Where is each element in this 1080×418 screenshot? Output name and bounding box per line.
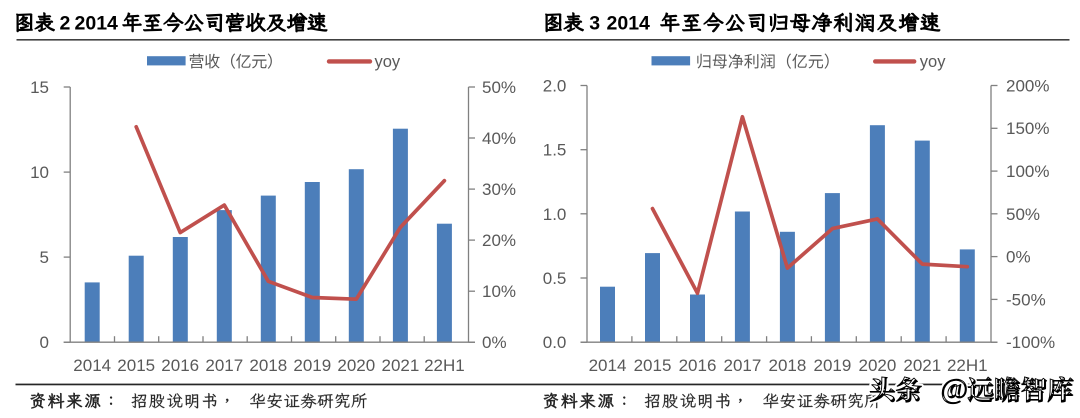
- svg-text:2016: 2016: [161, 356, 199, 375]
- svg-text:2014: 2014: [75, 13, 119, 35]
- svg-text:150%: 150%: [1006, 119, 1049, 138]
- svg-text:1.0: 1.0: [543, 205, 567, 224]
- svg-text:2.0: 2.0: [543, 76, 567, 95]
- svg-text:2014: 2014: [607, 13, 651, 35]
- svg-text:3: 3: [589, 13, 600, 35]
- svg-text:2020: 2020: [858, 356, 896, 375]
- svg-text:2015: 2015: [117, 356, 155, 375]
- svg-text:0%: 0%: [1006, 248, 1031, 267]
- svg-text:0: 0: [40, 333, 49, 352]
- svg-text:22H1: 22H1: [947, 356, 988, 375]
- svg-text:40%: 40%: [482, 129, 516, 148]
- svg-text:2017: 2017: [723, 356, 761, 375]
- svg-text:yoy: yoy: [920, 53, 946, 71]
- svg-text:15: 15: [30, 78, 49, 97]
- svg-text:2021: 2021: [903, 356, 941, 375]
- svg-text:50%: 50%: [482, 78, 516, 97]
- svg-text:200%: 200%: [1006, 76, 1049, 95]
- svg-text:5: 5: [40, 248, 49, 267]
- svg-text:2: 2: [60, 13, 71, 35]
- svg-text:2020: 2020: [337, 356, 375, 375]
- svg-text:0.5: 0.5: [543, 269, 567, 288]
- svg-text:50%: 50%: [1006, 205, 1040, 224]
- svg-text:20%: 20%: [482, 231, 516, 250]
- svg-text:2018: 2018: [249, 356, 287, 375]
- svg-text:2019: 2019: [813, 356, 851, 375]
- svg-text:2021: 2021: [381, 356, 419, 375]
- svg-text:2017: 2017: [205, 356, 243, 375]
- svg-text:-100%: -100%: [1006, 333, 1055, 352]
- svg-text:0%: 0%: [482, 333, 507, 352]
- svg-text:-50%: -50%: [1006, 290, 1046, 309]
- svg-text:2014: 2014: [73, 356, 111, 375]
- svg-text:yoy: yoy: [375, 53, 401, 71]
- svg-text:0.0: 0.0: [543, 333, 567, 352]
- svg-text:10%: 10%: [482, 282, 516, 301]
- svg-text:22H1: 22H1: [424, 356, 465, 375]
- svg-text:2019: 2019: [293, 356, 331, 375]
- svg-text:30%: 30%: [482, 180, 516, 199]
- svg-text:2018: 2018: [768, 356, 806, 375]
- svg-text:1.5: 1.5: [543, 141, 567, 160]
- svg-text:2015: 2015: [634, 356, 672, 375]
- svg-text:100%: 100%: [1006, 162, 1049, 181]
- svg-text:2014: 2014: [589, 356, 627, 375]
- svg-text:10: 10: [30, 163, 49, 182]
- svg-text:2016: 2016: [679, 356, 717, 375]
